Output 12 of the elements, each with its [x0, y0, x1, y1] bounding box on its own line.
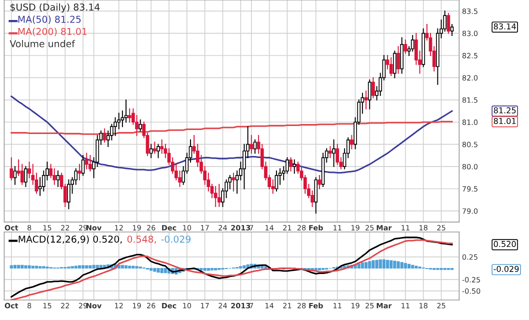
legend-label: MA(50) 81.25: [18, 16, 81, 24]
text: 83.14: [494, 23, 516, 30]
legend-label: MA(200) 81.01: [18, 28, 87, 36]
annotation: Volume undef: [10, 40, 76, 48]
text: 81.01: [494, 118, 516, 124]
text: -0.029: [161, 236, 191, 243]
chart-title: $USD (Daily) 83.14: [10, 3, 100, 12]
text: -0.029: [494, 266, 519, 272]
legend-label: MACD(12,26,9) 0.520,: [18, 235, 122, 244]
series-label: 0.548,: [127, 236, 156, 244]
text: 81.25: [494, 107, 516, 114]
text: 0.520: [494, 240, 516, 248]
